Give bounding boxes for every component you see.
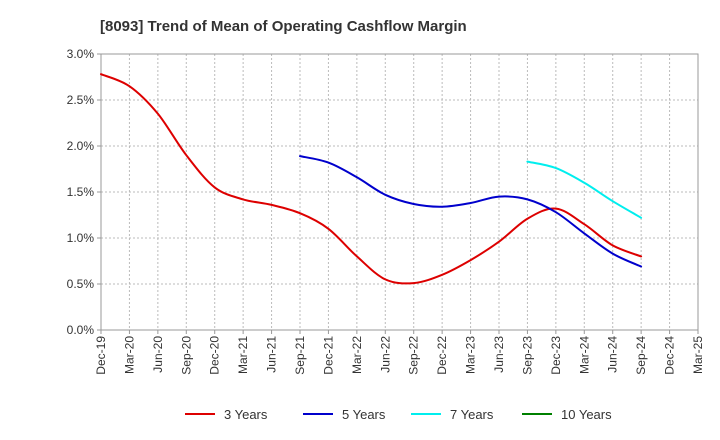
legend: 3 Years 5 Years 7 Years 10 Years <box>185 407 612 422</box>
series-line-3-years <box>100 73 643 285</box>
x-tick-label: Mar-24 <box>577 336 591 374</box>
x-tick-label: Mar-21 <box>236 336 250 374</box>
chart-title: [8093] Trend of Mean of Operating Cashfl… <box>100 18 467 35</box>
x-tick-label: Jun-22 <box>378 336 392 373</box>
x-tick-label: Sep-22 <box>407 336 421 375</box>
x-tick-label: Mar-20 <box>122 336 136 374</box>
y-tick-label: 1.5% <box>67 185 95 199</box>
legend-label-3-years: 3 Years <box>224 407 268 422</box>
y-tick-label: 2.0% <box>67 139 95 153</box>
x-tick-label: Jun-21 <box>265 336 279 373</box>
x-tick-label: Dec-21 <box>321 336 335 375</box>
x-tick-label: Sep-24 <box>634 336 648 375</box>
legend-label-5-years: 5 Years <box>342 407 386 422</box>
x-tick-label: Mar-23 <box>464 336 478 374</box>
y-tick-label: 3.0% <box>67 47 95 61</box>
x-tick-label: Mar-22 <box>350 336 364 374</box>
x-tick-label: Mar-25 <box>691 336 705 374</box>
series-line-5-years <box>299 155 643 268</box>
x-tick-label: Dec-19 <box>94 336 108 375</box>
legend-label-7-years: 7 Years <box>450 407 494 422</box>
x-tick-label: Jun-20 <box>151 336 165 373</box>
legend-label-10-years: 10 Years <box>561 407 612 422</box>
y-tick-label: 0.5% <box>67 277 95 291</box>
x-axis: Dec-19 Mar-20 Jun-20 Sep-20 Dec-20 Mar-21 Jun-… <box>94 330 705 375</box>
series-group <box>100 73 643 285</box>
x-tick-label: Dec-23 <box>549 336 563 375</box>
x-tick-label: Sep-20 <box>179 336 193 375</box>
x-tick-label: Jun-23 <box>492 336 506 373</box>
x-tick-label: Sep-23 <box>520 336 534 375</box>
series-line-7-years <box>526 160 643 219</box>
x-tick-label: Jun-24 <box>606 336 620 373</box>
y-tick-label: 1.0% <box>67 231 95 245</box>
x-tick-label: Dec-20 <box>208 336 222 375</box>
x-tick-label: Sep-21 <box>293 336 307 375</box>
y-axis: 0.0% 0.5% 1.0% 1.5% 2.0% 2.5% 3.0% <box>67 47 101 337</box>
x-tick-label: Dec-24 <box>663 336 677 375</box>
y-tick-label: 0.0% <box>67 323 95 337</box>
y-tick-label: 2.5% <box>67 93 95 107</box>
x-tick-label: Dec-22 <box>435 336 449 375</box>
